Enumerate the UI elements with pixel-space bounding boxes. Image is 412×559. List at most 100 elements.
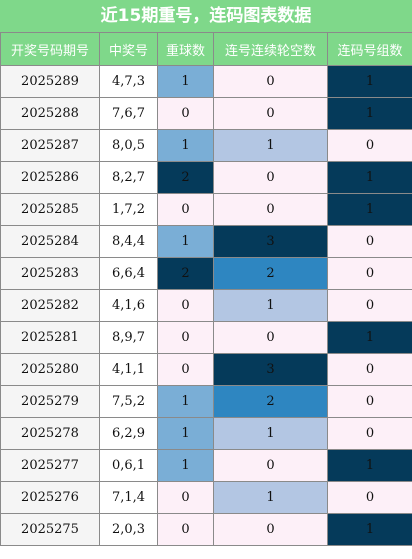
repeat-cell: 1 bbox=[157, 449, 214, 482]
groups-cell: 1 bbox=[327, 321, 412, 354]
groups-cell: 1 bbox=[327, 193, 412, 226]
gap-cell: 0 bbox=[213, 321, 328, 354]
gap-cell: 3 bbox=[213, 225, 328, 258]
groups-cell: 1 bbox=[327, 513, 412, 546]
gap-cell: 0 bbox=[213, 449, 328, 482]
table-row: 2025282 4,1,6 0 1 0 bbox=[0, 289, 412, 322]
issue-cell: 2025276 bbox=[0, 481, 100, 514]
table-row: 2025288 7,6,7 0 0 1 bbox=[0, 97, 412, 130]
gap-cell: 1 bbox=[213, 481, 328, 514]
table-title: 近15期重号，连码图表数据 bbox=[0, 0, 412, 32]
table-row: 2025275 2,0,3 0 0 1 bbox=[0, 513, 412, 546]
repeat-cell: 1 bbox=[157, 417, 214, 450]
groups-cell: 1 bbox=[327, 161, 412, 194]
numbers-cell: 6,6,4 bbox=[99, 257, 158, 290]
data-table: 开奖号码期号 中奖号 重球数 连号连续轮空数 连码号组数 2025289 4,7,… bbox=[0, 32, 412, 546]
gap-cell: 1 bbox=[213, 129, 328, 162]
gap-cell: 0 bbox=[213, 65, 328, 98]
header-row: 开奖号码期号 中奖号 重球数 连号连续轮空数 连码号组数 bbox=[0, 32, 412, 66]
numbers-cell: 2,0,3 bbox=[99, 513, 158, 546]
gap-cell: 2 bbox=[213, 257, 328, 290]
repeat-cell: 0 bbox=[157, 97, 214, 130]
issue-cell: 2025280 bbox=[0, 353, 100, 386]
issue-cell: 2025278 bbox=[0, 417, 100, 450]
groups-cell: 0 bbox=[327, 353, 412, 386]
numbers-cell: 8,4,4 bbox=[99, 225, 158, 258]
header-repeat-count: 重球数 bbox=[157, 32, 214, 66]
table-row: 2025279 7,5,2 1 2 0 bbox=[0, 385, 412, 418]
repeat-cell: 2 bbox=[157, 161, 214, 194]
numbers-cell: 7,1,4 bbox=[99, 481, 158, 514]
gap-cell: 1 bbox=[213, 417, 328, 450]
repeat-cell: 1 bbox=[157, 65, 214, 98]
repeat-cell: 0 bbox=[157, 353, 214, 386]
repeat-cell: 0 bbox=[157, 289, 214, 322]
numbers-cell: 0,6,1 bbox=[99, 449, 158, 482]
numbers-cell: 7,6,7 bbox=[99, 97, 158, 130]
table-row: 2025285 1,7,2 0 0 1 bbox=[0, 193, 412, 226]
issue-cell: 2025287 bbox=[0, 129, 100, 162]
gap-cell: 0 bbox=[213, 161, 328, 194]
table-body: 2025289 4,7,3 1 0 1 2025288 7,6,7 0 0 1 2025287 8,0… bbox=[0, 65, 412, 546]
repeat-cell: 0 bbox=[157, 321, 214, 354]
groups-cell: 1 bbox=[327, 97, 412, 130]
numbers-cell: 8,0,5 bbox=[99, 129, 158, 162]
issue-cell: 2025277 bbox=[0, 449, 100, 482]
groups-cell: 0 bbox=[327, 289, 412, 322]
issue-cell: 2025284 bbox=[0, 225, 100, 258]
numbers-cell: 1,7,2 bbox=[99, 193, 158, 226]
issue-cell: 2025279 bbox=[0, 385, 100, 418]
groups-cell: 0 bbox=[327, 481, 412, 514]
groups-cell: 1 bbox=[327, 65, 412, 98]
issue-cell: 2025288 bbox=[0, 97, 100, 130]
gap-cell: 0 bbox=[213, 97, 328, 130]
groups-cell: 0 bbox=[327, 385, 412, 418]
table-row: 2025277 0,6,1 1 0 1 bbox=[0, 449, 412, 482]
gap-cell: 2 bbox=[213, 385, 328, 418]
numbers-cell: 8,2,7 bbox=[99, 161, 158, 194]
numbers-cell: 8,9,7 bbox=[99, 321, 158, 354]
repeat-cell: 1 bbox=[157, 225, 214, 258]
groups-cell: 0 bbox=[327, 129, 412, 162]
table-row: 2025281 8,9,7 0 0 1 bbox=[0, 321, 412, 354]
numbers-cell: 7,5,2 bbox=[99, 385, 158, 418]
repeat-cell: 1 bbox=[157, 129, 214, 162]
groups-cell: 0 bbox=[327, 257, 412, 290]
repeat-cell: 1 bbox=[157, 385, 214, 418]
issue-cell: 2025281 bbox=[0, 321, 100, 354]
issue-cell: 2025283 bbox=[0, 257, 100, 290]
header-group-count: 连码号组数 bbox=[327, 32, 412, 66]
issue-cell: 2025286 bbox=[0, 161, 100, 194]
gap-cell: 3 bbox=[213, 353, 328, 386]
numbers-cell: 4,1,1 bbox=[99, 353, 158, 386]
repeat-cell: 0 bbox=[157, 193, 214, 226]
numbers-cell: 4,7,3 bbox=[99, 65, 158, 98]
groups-cell: 0 bbox=[327, 417, 412, 450]
table-row: 2025283 6,6,4 2 2 0 bbox=[0, 257, 412, 290]
table-row: 2025287 8,0,5 1 1 0 bbox=[0, 129, 412, 162]
header-consecutive-gap: 连号连续轮空数 bbox=[213, 32, 328, 66]
issue-cell: 2025289 bbox=[0, 65, 100, 98]
table-row: 2025289 4,7,3 1 0 1 bbox=[0, 65, 412, 98]
header-numbers: 中奖号 bbox=[99, 32, 158, 66]
numbers-cell: 6,2,9 bbox=[99, 417, 158, 450]
header-issue: 开奖号码期号 bbox=[0, 32, 100, 66]
repeat-cell: 2 bbox=[157, 257, 214, 290]
groups-cell: 0 bbox=[327, 225, 412, 258]
issue-cell: 2025285 bbox=[0, 193, 100, 226]
table-row: 2025284 8,4,4 1 3 0 bbox=[0, 225, 412, 258]
table-row: 2025286 8,2,7 2 0 1 bbox=[0, 161, 412, 194]
issue-cell: 2025282 bbox=[0, 289, 100, 322]
table-row: 2025278 6,2,9 1 1 0 bbox=[0, 417, 412, 450]
gap-cell: 0 bbox=[213, 513, 328, 546]
numbers-cell: 4,1,6 bbox=[99, 289, 158, 322]
gap-cell: 1 bbox=[213, 289, 328, 322]
groups-cell: 1 bbox=[327, 449, 412, 482]
issue-cell: 2025275 bbox=[0, 513, 100, 546]
gap-cell: 0 bbox=[213, 193, 328, 226]
repeat-cell: 0 bbox=[157, 513, 214, 546]
repeat-cell: 0 bbox=[157, 481, 214, 514]
table-row: 2025276 7,1,4 0 1 0 bbox=[0, 481, 412, 514]
table-row: 2025280 4,1,1 0 3 0 bbox=[0, 353, 412, 386]
